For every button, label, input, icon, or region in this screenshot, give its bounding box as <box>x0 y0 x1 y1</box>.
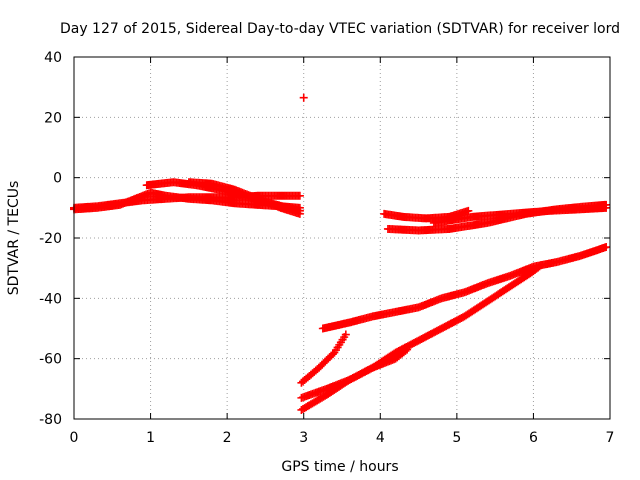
data-point <box>295 209 304 218</box>
y-tick-label: -60 <box>39 352 62 368</box>
data-point <box>602 203 611 212</box>
data-point <box>295 191 304 200</box>
data-point <box>602 243 611 252</box>
data-point <box>328 350 337 359</box>
plot-frame <box>73 56 611 420</box>
y-axis-label: SDTVAR / TECUs <box>6 181 22 296</box>
x-tick-label: 4 <box>376 430 385 446</box>
y-tick-label: 20 <box>44 110 62 126</box>
data-series <box>297 261 546 414</box>
data-point <box>341 330 350 339</box>
x-tick-label: 1 <box>146 430 155 446</box>
data-series <box>184 178 304 218</box>
x-tick-label: 2 <box>223 430 232 446</box>
y-tick-label: -40 <box>39 291 62 307</box>
data-point <box>537 261 546 270</box>
data-series <box>299 93 308 102</box>
x-axis-label: GPS time / hours <box>281 459 398 475</box>
y-tick-label: 40 <box>44 50 62 66</box>
y-tick-label: -20 <box>39 231 62 247</box>
grid <box>74 57 610 419</box>
data-series <box>429 203 611 227</box>
x-tick-label: 6 <box>529 430 538 446</box>
y-tick-label: 0 <box>53 171 62 187</box>
y-tick-label: -80 <box>39 412 62 428</box>
data-layer <box>70 93 611 414</box>
data-series <box>297 330 350 387</box>
x-tick-label: 0 <box>70 430 79 446</box>
x-tick-label: 3 <box>299 430 308 446</box>
x-tick-label: 5 <box>452 430 461 446</box>
data-point <box>299 93 308 102</box>
data-point <box>535 262 544 271</box>
chart-title: Day 127 of 2015, Sidereal Day-to-day VTE… <box>60 21 620 37</box>
x-tick-label: 7 <box>606 430 615 446</box>
